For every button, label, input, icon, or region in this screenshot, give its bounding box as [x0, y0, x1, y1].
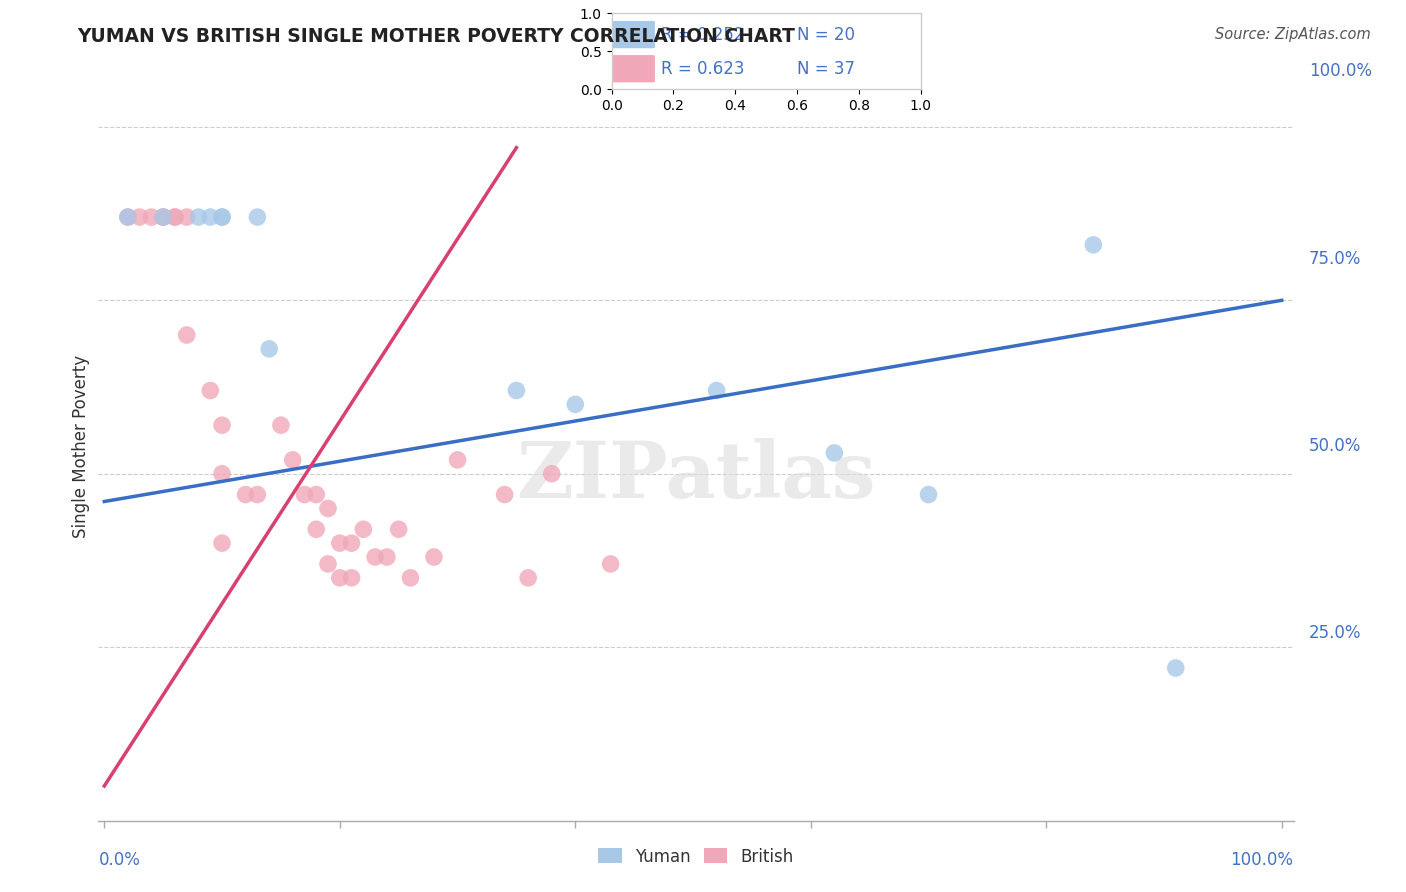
Text: N = 37: N = 37: [797, 60, 855, 78]
Text: 25.0%: 25.0%: [1309, 624, 1361, 642]
Text: 50.0%: 50.0%: [1309, 437, 1361, 455]
Point: [200, 210, 222, 224]
Point: [211, 536, 233, 550]
Text: 0.0%: 0.0%: [98, 851, 141, 869]
Text: N = 20: N = 20: [797, 26, 855, 44]
Point: [246, 487, 269, 501]
Point: [176, 210, 198, 224]
Point: [235, 487, 257, 501]
Point: [270, 418, 292, 433]
Point: [917, 487, 939, 501]
Point: [305, 522, 328, 536]
Text: YUMAN VS BRITISH SINGLE MOTHER POVERTY CORRELATION CHART: YUMAN VS BRITISH SINGLE MOTHER POVERTY C…: [77, 27, 796, 45]
Text: 100.0%: 100.0%: [1309, 62, 1372, 80]
Point: [375, 549, 398, 564]
Point: [316, 501, 339, 516]
Point: [340, 571, 363, 585]
Point: [117, 210, 139, 224]
Point: [564, 397, 586, 411]
Point: [152, 210, 174, 224]
Point: [505, 384, 527, 398]
Point: [706, 384, 728, 398]
Point: [257, 342, 280, 356]
Point: [364, 549, 387, 564]
Text: ZIPatlas: ZIPatlas: [516, 438, 876, 514]
FancyBboxPatch shape: [612, 55, 655, 82]
Point: [423, 549, 446, 564]
Point: [1164, 661, 1187, 675]
Point: [316, 557, 339, 571]
Point: [388, 522, 411, 536]
Point: [128, 210, 150, 224]
Point: [823, 446, 845, 460]
Point: [200, 384, 222, 398]
Point: [117, 210, 139, 224]
Point: [211, 210, 233, 224]
Text: 75.0%: 75.0%: [1309, 250, 1361, 268]
Point: [211, 418, 233, 433]
Point: [163, 210, 186, 224]
Point: [599, 557, 621, 571]
Point: [246, 210, 269, 224]
Text: 100.0%: 100.0%: [1230, 851, 1294, 869]
Legend: Yuman, British: Yuman, British: [592, 841, 800, 872]
Point: [187, 210, 209, 224]
Point: [1083, 237, 1105, 252]
Text: R = 0.252: R = 0.252: [661, 26, 745, 44]
Point: [211, 467, 233, 481]
Point: [352, 522, 374, 536]
Point: [176, 328, 198, 343]
Point: [329, 571, 352, 585]
Text: R = 0.623: R = 0.623: [661, 60, 745, 78]
Point: [329, 536, 352, 550]
Point: [281, 453, 304, 467]
Point: [399, 571, 422, 585]
Point: [446, 453, 468, 467]
Point: [141, 210, 163, 224]
Point: [152, 210, 174, 224]
Y-axis label: Single Mother Poverty: Single Mother Poverty: [72, 354, 90, 538]
Point: [211, 210, 233, 224]
Point: [340, 536, 363, 550]
FancyBboxPatch shape: [612, 21, 655, 48]
Point: [163, 210, 186, 224]
Point: [517, 571, 540, 585]
Point: [152, 210, 174, 224]
Point: [305, 487, 328, 501]
Text: Source: ZipAtlas.com: Source: ZipAtlas.com: [1215, 27, 1371, 42]
Point: [540, 467, 562, 481]
Point: [494, 487, 516, 501]
Point: [294, 487, 316, 501]
